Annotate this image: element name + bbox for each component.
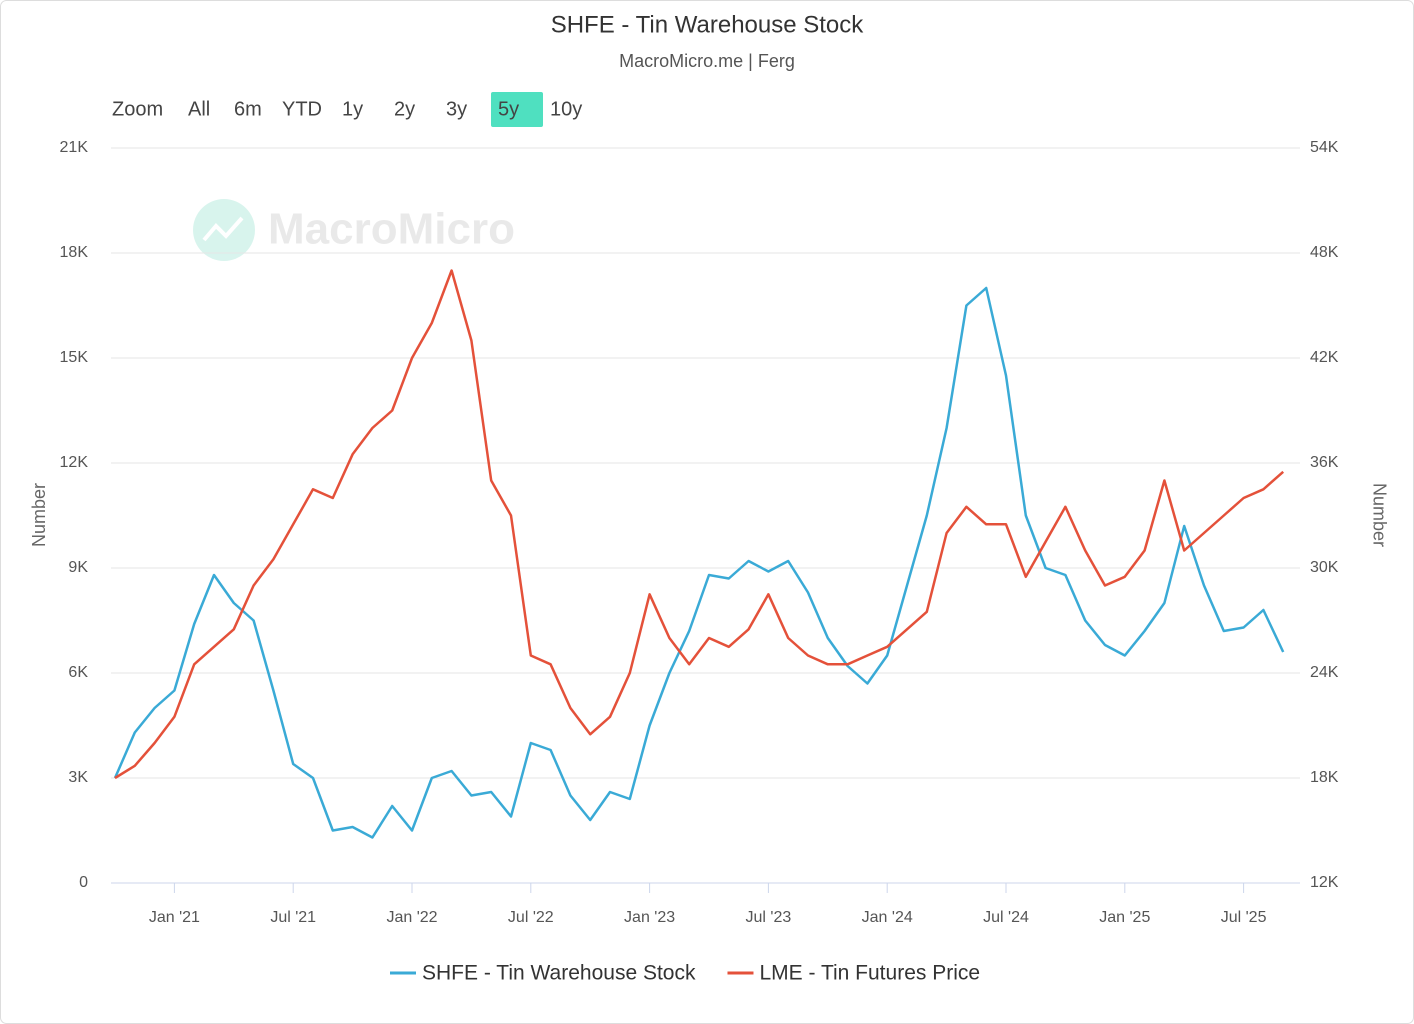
x-tick-label: Jan '25 (1099, 909, 1150, 926)
range-button[interactable]: 5y (498, 98, 519, 120)
y-tick-label: 12K (60, 454, 89, 471)
x-tick-label: Jul '25 (1221, 909, 1267, 926)
x-tick-label: Jan '23 (624, 909, 675, 926)
range-button[interactable]: All (188, 98, 210, 120)
watermark-logo (193, 199, 255, 261)
y-tick-label: 3K (68, 769, 88, 786)
y2-tick-label: 12K (1310, 874, 1339, 891)
y2-tick-label: 42K (1310, 349, 1339, 366)
y-tick-label: 21K (60, 139, 89, 156)
y2-tick-label: 18K (1310, 769, 1339, 786)
x-tick-label: Jul '21 (270, 909, 316, 926)
range-button[interactable]: 6m (234, 98, 262, 120)
legend-label[interactable]: LME - Tin Futures Price (759, 962, 980, 985)
range-button[interactable]: 2y (394, 98, 415, 120)
zoom-label: Zoom (112, 98, 163, 120)
watermark-text: MacroMicro (268, 205, 515, 254)
x-tick-label: Jul '24 (983, 909, 1029, 926)
y-tick-label: 15K (60, 349, 89, 366)
range-button[interactable]: 3y (446, 98, 467, 120)
x-tick-label: Jan '22 (386, 909, 437, 926)
y-tick-label: 6K (68, 664, 88, 681)
y2-tick-label: 48K (1310, 244, 1339, 261)
y2-tick-label: 36K (1310, 454, 1339, 471)
x-tick-label: Jul '23 (746, 909, 792, 926)
y-axis-title: Number (29, 483, 49, 547)
y-tick-label: 9K (68, 559, 88, 576)
y-tick-label: 18K (60, 244, 89, 261)
watermark: MacroMicro (193, 199, 515, 261)
range-button-bg (491, 92, 543, 127)
x-tick-label: Jan '24 (862, 909, 913, 926)
series-line (113, 286, 1285, 839)
legend-label[interactable]: SHFE - Tin Warehouse Stock (422, 962, 696, 985)
range-button[interactable]: 10y (550, 98, 582, 120)
range-button[interactable]: YTD (282, 98, 322, 120)
series-line (114, 269, 1285, 780)
y2-tick-label: 30K (1310, 559, 1339, 576)
x-tick-label: Jul '22 (508, 909, 554, 926)
watermark-icon (202, 216, 244, 242)
y-tick-label: 0 (79, 874, 88, 891)
y2-tick-label: 54K (1310, 139, 1339, 156)
x-tick-label: Jan '21 (149, 909, 200, 926)
chart-subtitle: MacroMicro.me | Ferg (619, 51, 795, 71)
y2-axis-title: Number (1369, 483, 1389, 547)
range-button[interactable]: 1y (342, 98, 363, 120)
chart-title: SHFE - Tin Warehouse Stock (551, 11, 865, 38)
y2-tick-label: 24K (1310, 664, 1339, 681)
